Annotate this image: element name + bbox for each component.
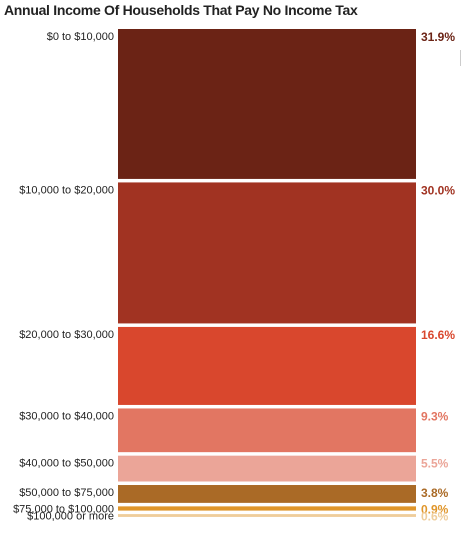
value-label-3: 9.3% [421,409,449,423]
bar-3 [118,408,416,453]
bar-1 [118,182,416,324]
bar-0 [118,29,416,179]
category-label-6: $75,000 to $100,000 [13,503,114,515]
value-label-0: 31.9% [421,30,455,44]
value-label-1: 30.0% [421,183,455,197]
value-label-2: 16.6% [421,328,455,342]
category-label-7: $100,000 or more [27,511,114,523]
edge-tick [460,50,461,66]
bar-6 [118,506,416,511]
value-label-4: 5.5% [421,457,449,471]
category-label-2: $20,000 to $30,000 [19,329,114,341]
bar-7 [118,514,416,517]
category-label-0: $0 to $10,000 [47,31,114,43]
bar-5 [118,485,416,503]
chart-title: Annual Income Of Households That Pay No … [4,2,358,18]
value-label-7: 0.6% [421,510,449,524]
bar-4 [118,455,416,482]
category-label-5: $50,000 to $75,000 [19,487,114,499]
bar-2 [118,326,416,405]
category-label-1: $10,000 to $20,000 [19,184,114,196]
category-label-4: $40,000 to $50,000 [19,458,114,470]
value-label-6: 0.9% [421,502,449,516]
category-label-3: $30,000 to $40,000 [19,410,114,422]
value-label-5: 3.8% [421,486,449,500]
